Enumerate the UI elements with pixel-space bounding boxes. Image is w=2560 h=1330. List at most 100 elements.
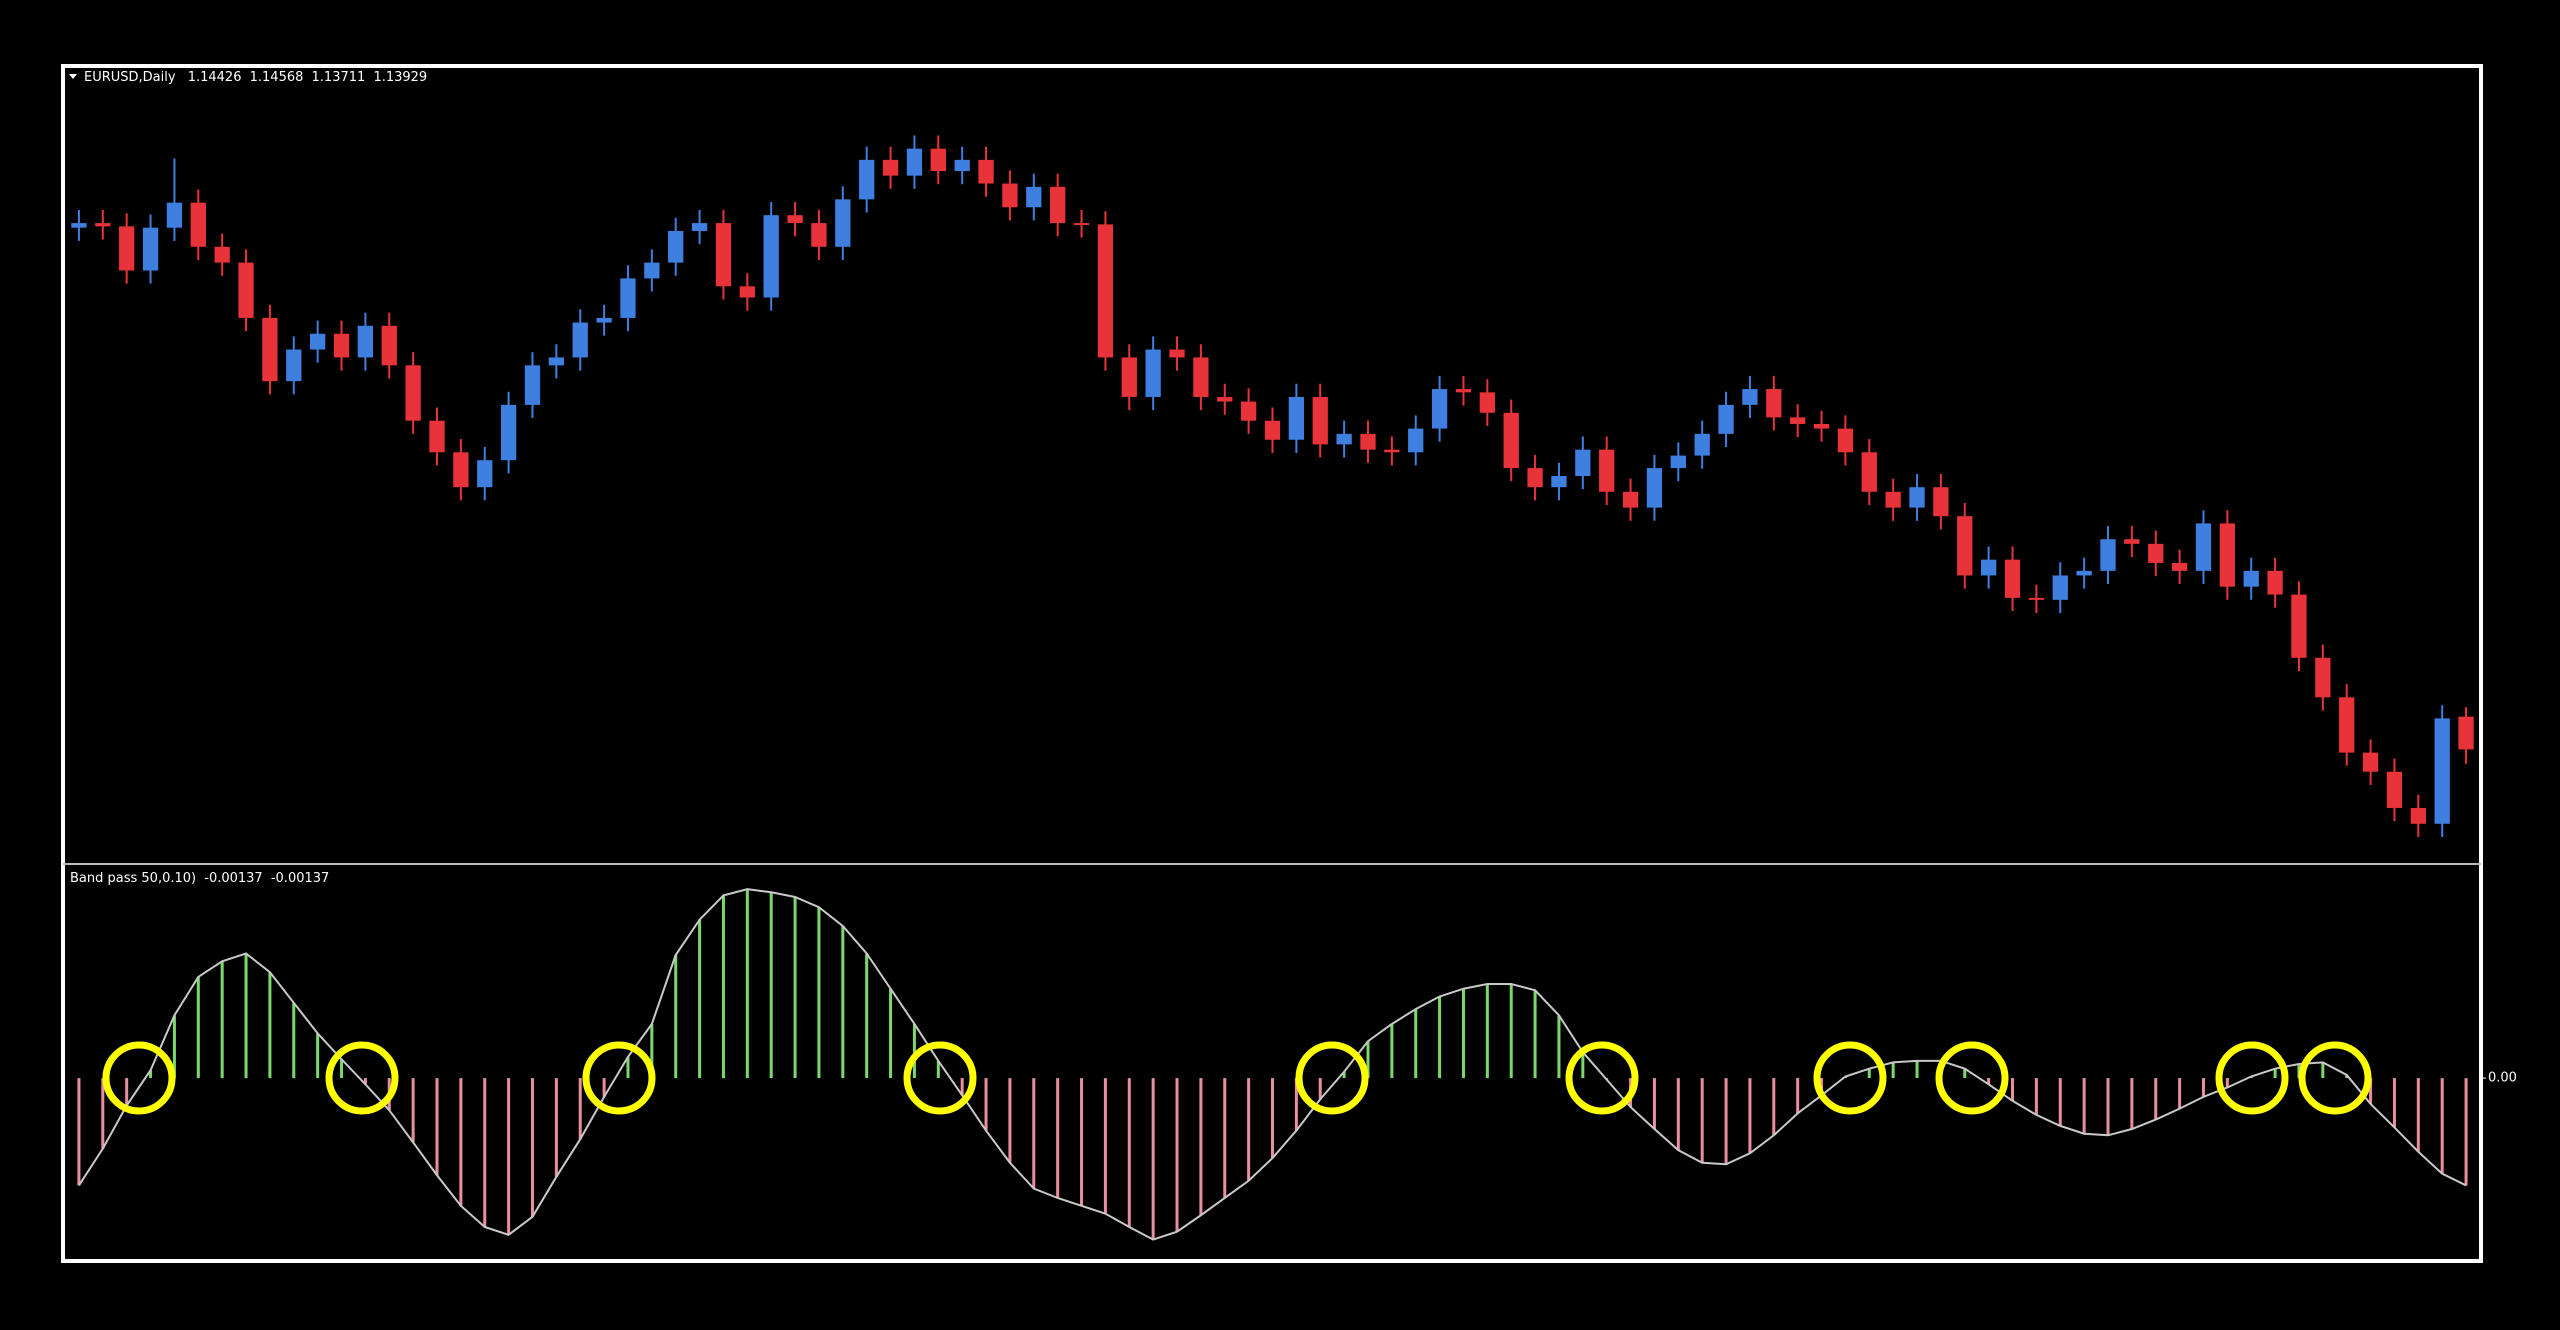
candle-body	[954, 159, 970, 172]
candle-body	[1885, 491, 1901, 508]
candle-body	[1169, 349, 1185, 358]
candle-body	[2339, 697, 2355, 753]
candle-body	[1360, 433, 1376, 450]
candle-body	[2148, 543, 2164, 563]
candle-body	[2124, 539, 2140, 544]
ohlc-high: 1.14568	[250, 70, 304, 85]
candle-body	[190, 202, 206, 247]
candle-body	[238, 262, 254, 318]
candle-body	[2362, 752, 2379, 772]
candle-body	[2052, 575, 2068, 600]
indicator-title: Band pass 50,0.10)	[70, 871, 196, 886]
candle-body	[310, 333, 326, 350]
candle-body	[2315, 657, 2331, 698]
candle-body	[1050, 186, 1066, 224]
candle-body	[739, 286, 755, 298]
candle-body	[2004, 559, 2021, 598]
candle-body	[572, 322, 588, 358]
candle-body	[2100, 539, 2116, 571]
candle-body	[71, 223, 87, 228]
candle-body	[95, 223, 111, 227]
candle-body	[524, 365, 541, 405]
candle-body	[1980, 559, 1997, 576]
candle-body	[2076, 570, 2092, 576]
candle-body	[1288, 396, 1305, 440]
candle-body	[1479, 392, 1495, 413]
y-tick-label: 0.00	[2488, 1071, 2517, 1086]
candle-body	[1790, 417, 1806, 424]
candle-body	[1336, 433, 1352, 445]
candle-body	[882, 159, 899, 176]
candle-body	[2243, 570, 2259, 587]
candle-body	[1742, 389, 1758, 405]
candle-body	[668, 230, 684, 263]
candle-body	[357, 325, 374, 358]
highlight-circle	[1813, 1041, 1887, 1115]
candle-body	[2219, 523, 2235, 587]
marks: 0.00	[71, 135, 2517, 1241]
candle-body	[1097, 224, 1114, 358]
candle-body	[405, 365, 421, 421]
highlight-circle	[2298, 1041, 2372, 1115]
symbol-title: EURUSD,Daily	[84, 70, 176, 85]
candle-body	[1766, 389, 1782, 418]
candle-body	[1408, 428, 1424, 453]
candle-body	[119, 226, 135, 271]
candle-body	[906, 148, 923, 176]
highlight-circle	[2215, 1041, 2289, 1115]
candle-body	[1670, 455, 1686, 469]
candle-body	[1837, 428, 1854, 453]
candle-body	[477, 460, 493, 488]
candle-body	[1718, 404, 1734, 434]
candle-body	[453, 452, 469, 488]
candle-body	[691, 223, 708, 231]
candle-body	[1551, 476, 1567, 488]
highlight-circle	[582, 1041, 656, 1115]
ohlc-open: 1.14426	[188, 70, 242, 85]
candle-body	[787, 215, 803, 224]
candle-body	[620, 278, 636, 318]
candle-body	[2434, 718, 2450, 824]
indicator-header: Band pass 50,0.10) -0.00137 -0.00137	[70, 871, 329, 886]
indicator-value: -0.00137	[204, 871, 262, 886]
candle-body	[715, 223, 732, 287]
candle-body	[214, 246, 230, 263]
candle-body	[2195, 523, 2212, 571]
candle-body	[1957, 516, 1973, 576]
candle-body	[811, 223, 827, 247]
indicator-line	[78, 888, 2467, 1241]
dropdown-icon[interactable]	[69, 74, 77, 79]
candle-body	[859, 159, 875, 200]
candle-body	[763, 215, 779, 298]
candle-body	[644, 262, 660, 279]
candle-body	[548, 357, 565, 366]
candle-body	[2267, 570, 2283, 595]
candle-body	[930, 148, 946, 172]
highlight-circle	[903, 1041, 977, 1115]
candle-body	[1622, 491, 1639, 508]
candle-body	[978, 159, 994, 184]
candle-body	[1503, 412, 1519, 469]
candle-body	[1909, 487, 1925, 508]
candle-body	[2291, 594, 2307, 658]
candle-body	[1002, 183, 1018, 208]
candle-body	[1455, 389, 1472, 393]
candle-body	[1694, 433, 1710, 456]
candle-body	[2028, 597, 2045, 600]
indicator-value: -0.00137	[271, 871, 329, 886]
candle-body	[1575, 449, 1591, 476]
crossing-highlights	[102, 1041, 2372, 1115]
candle-body	[1121, 357, 1137, 397]
candle-body	[1646, 468, 1663, 508]
candle-body	[1384, 449, 1400, 453]
highlight-circle	[1565, 1041, 1639, 1115]
candle-body	[1312, 396, 1328, 445]
highlight-circle	[102, 1041, 176, 1115]
highlight-circle	[325, 1041, 399, 1115]
candle-body	[1026, 186, 1042, 208]
price-header: EURUSD,Daily 1.14426 1.14568 1.13711 1.1…	[84, 70, 427, 85]
candle-body	[1145, 349, 1161, 397]
candle-body	[1431, 389, 1448, 429]
